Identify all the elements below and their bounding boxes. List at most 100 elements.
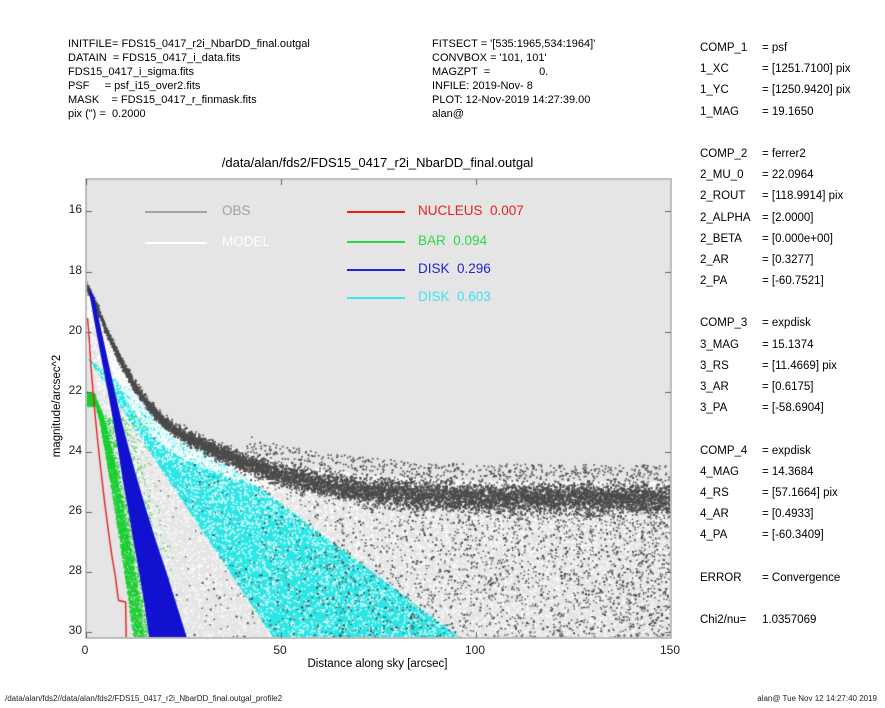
fit-param-value: = [11.4669] pix xyxy=(762,359,837,372)
fit-param-name: 2_AR xyxy=(700,253,729,266)
header-line: CONVBOX = '101, 101' xyxy=(432,52,547,64)
plot-title: /data/alan/fds2/FDS15_0417_r2i_NbarDD_fi… xyxy=(221,155,534,170)
fit-param-value: = ferrer2 xyxy=(762,147,806,160)
y-tick-label: 28 xyxy=(68,562,82,577)
header-line: FITSECT = '[535:1965,534:1964]' xyxy=(432,38,596,50)
y-tick-label: 24 xyxy=(68,442,82,457)
fit-result-line: COMP_3 = expdisk xyxy=(700,317,851,338)
fit-result-line: COMP_1 = psf xyxy=(700,42,851,63)
header-line: FDS15_0417_i_sigma.fits xyxy=(68,66,194,78)
fit-param-value: = 15.1374 xyxy=(762,338,814,351)
y-tick-label: 22 xyxy=(68,382,82,397)
fit-result-line: 1_XC = [1251.7100] pix xyxy=(700,63,851,84)
header-line: PSF = psf_i15_over2.fits xyxy=(68,80,201,92)
profile-scatter-plot xyxy=(85,178,672,639)
fit-param-name: 2_ALPHA xyxy=(700,211,751,224)
header-line: INITFILE= FDS15_0417_r2i_NbarDD_final.ou… xyxy=(68,38,310,50)
fit-param-value: = 14.3684 xyxy=(762,465,814,478)
fit-param-value: = [0.4933] xyxy=(762,508,814,521)
fit-param-value: = 19.1650 xyxy=(762,105,814,118)
component-legend-line xyxy=(347,297,405,299)
fit-result-line xyxy=(700,423,851,444)
fit-param-value: = 22.0964 xyxy=(762,169,814,182)
fit-param-value: = expdisk xyxy=(762,317,811,330)
fit-result-line: 2_ROUT = [118.9914] pix xyxy=(700,190,851,211)
fit-result-line: 1_MAG = 19.1650 xyxy=(700,106,851,127)
component-legend-line xyxy=(347,211,405,213)
fit-param-name: 1_MAG xyxy=(700,105,739,118)
component-legend-line xyxy=(347,269,405,271)
component-legend-line xyxy=(347,241,405,243)
fit-param-name: COMP_4 xyxy=(700,444,748,457)
y-tick-label: 16 xyxy=(68,202,82,217)
fit-result-line: COMP_4 = expdisk xyxy=(700,445,851,466)
fit-param-name: 3_MAG xyxy=(700,338,739,351)
fit-param-value: = [1250.9420] pix xyxy=(762,84,851,97)
model-legend-line xyxy=(145,242,207,244)
fit-result-line: 2_PA = [-60.7521] xyxy=(700,275,851,296)
fit-param-name: 4_PA xyxy=(700,529,728,542)
fit-param-value: = psf xyxy=(762,42,788,54)
obs-legend-line xyxy=(145,211,207,213)
fit-param-name: 2_MU_0 xyxy=(700,169,744,182)
fit-param-value: = [-60.3409] xyxy=(762,529,824,542)
header-line: MAGZPT = 0. xyxy=(432,66,549,78)
fit-param-name: 2_PA xyxy=(700,275,728,288)
fit-result-line: 2_ALPHA = [2.0000] xyxy=(700,212,851,233)
y-tick-label: 26 xyxy=(68,502,82,517)
header-line: INFILE: 2019-Nov- 8 xyxy=(432,80,533,92)
y-tick-label: 30 xyxy=(68,622,82,637)
fit-param-value: = expdisk xyxy=(762,444,811,457)
fit-result-line: COMP_2 = ferrer2 xyxy=(700,148,851,169)
fit-result-line: Chi2/nu= 1.0357069 xyxy=(700,614,851,635)
x-axis-label: Distance along sky [arcsec] xyxy=(307,658,448,670)
legend-label-disk: DISK 0.603 xyxy=(418,289,491,304)
fit-param-name: 2_ROUT xyxy=(700,190,746,203)
fit-param-name: 4_MAG xyxy=(700,465,739,478)
fit-result-line: 3_AR = [0.6175] xyxy=(700,381,851,402)
fit-param-name: COMP_2 xyxy=(700,147,748,160)
fit-param-name: COMP_1 xyxy=(700,42,748,54)
x-tick-label: 100 xyxy=(464,643,486,657)
fit-result-line: 3_RS = [11.4669] pix xyxy=(700,360,851,381)
legend-label-disk: DISK 0.296 xyxy=(418,261,491,276)
fit-result-line: 4_PA = [-60.3409] xyxy=(700,529,851,550)
fit-result-line: 4_AR = [0.4933] xyxy=(700,508,851,529)
fit-param-name: COMP_3 xyxy=(700,317,748,330)
x-tick-label: 50 xyxy=(273,643,287,657)
legend-label-model: MODEL xyxy=(222,234,271,249)
fit-result-line: 2_AR = [0.3277] xyxy=(700,254,851,275)
header-line: MASK = FDS15_0417_r_finmask.fits xyxy=(68,94,257,106)
header-line: DATAIN = FDS15_0417_i_data.fits xyxy=(68,52,241,64)
fit-param-name: 1_XC xyxy=(700,63,729,76)
legend-label-obs: OBS xyxy=(222,203,251,218)
fit-param-value: = [-58.6904] xyxy=(762,402,824,415)
fit-param-value: = [2.0000] xyxy=(762,211,814,224)
fit-param-name: 3_RS xyxy=(700,359,729,372)
fit-param-name: Chi2/nu= xyxy=(700,614,747,627)
header-block-fit-settings: FITSECT = '[535:1965,534:1964]' CONVBOX =… xyxy=(432,37,595,121)
fit-param-value: = [1251.7100] pix xyxy=(762,63,851,76)
header-block-files: INITFILE= FDS15_0417_r2i_NbarDD_final.ou… xyxy=(68,37,310,121)
header-line: alan@ xyxy=(432,108,464,120)
fit-param-name: 3_PA xyxy=(700,402,728,415)
footer-output-path: /data/alan/fds2//data/alan/fds2/FDS15_04… xyxy=(5,694,283,703)
fit-result-line: ERROR = Convergence xyxy=(700,572,851,593)
fit-param-name: ERROR xyxy=(700,571,742,584)
fit-param-name: 4_AR xyxy=(700,508,729,521)
fit-result-line: 4_MAG = 14.3684 xyxy=(700,466,851,487)
fit-result-line: 4_RS = [57.1664] pix xyxy=(700,487,851,508)
fit-param-value: = [0.000e+00] xyxy=(762,232,833,245)
fit-param-name: 2_BETA xyxy=(700,232,742,245)
fit-result-line: 3_PA = [-58.6904] xyxy=(700,402,851,423)
footer-user-timestamp: alan@ Tue Nov 12 14:27:40 2019 xyxy=(757,694,877,703)
x-tick-label: 0 xyxy=(81,643,89,657)
fit-result-line xyxy=(700,593,851,614)
fit-param-value: 1.0357069 xyxy=(762,614,817,627)
fit-param-name: 3_AR xyxy=(700,381,729,393)
fit-result-line xyxy=(700,551,851,572)
fit-param-value: = [0.3277] xyxy=(762,253,814,266)
fit-result-line: 3_MAG = 15.1374 xyxy=(700,339,851,360)
fit-param-value: = [57.1664] pix xyxy=(762,486,838,499)
fit-param-value: = [118.9914] pix xyxy=(762,190,844,203)
